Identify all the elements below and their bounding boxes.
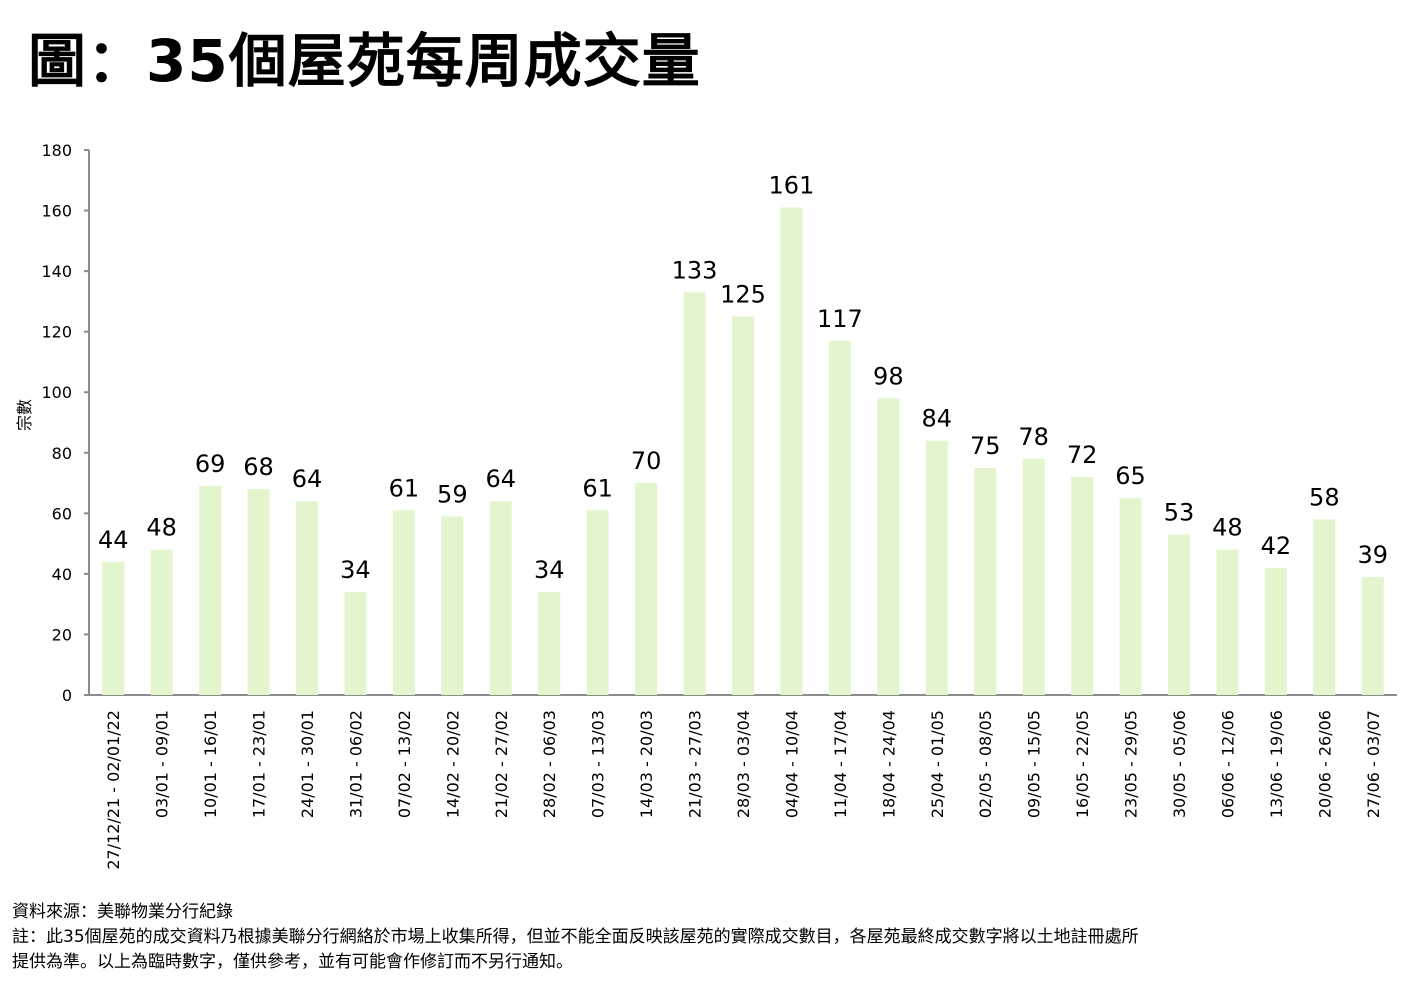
y-tick-label: 60 <box>52 504 72 523</box>
y-tick-label: 0 <box>62 686 72 705</box>
x-tick-label: 27/12/21 - 02/01/22 <box>104 710 123 870</box>
y-tick-label: 120 <box>41 323 72 342</box>
x-tick-label: 18/04 - 24/04 <box>879 710 898 818</box>
data-label: 34 <box>340 556 371 584</box>
x-tick-label: 28/02 - 06/03 <box>540 710 559 818</box>
data-label: 53 <box>1164 499 1195 527</box>
bar <box>635 483 658 695</box>
data-label: 48 <box>146 514 177 542</box>
bar-chart: 0 20 40 60 80 100 120 140 160 180 宗數 44 27/12/21 - 0… <box>15 141 1397 870</box>
bar <box>296 501 318 695</box>
x-tick-label: 09/05 - 15/05 <box>1025 710 1044 818</box>
x-tick-label: 16/05 - 22/05 <box>1073 710 1092 818</box>
data-label: 34 <box>534 556 565 584</box>
y-axis-label: 宗數 <box>15 399 34 431</box>
data-label: 61 <box>389 474 420 502</box>
data-label: 39 <box>1358 541 1389 569</box>
bar <box>538 592 561 695</box>
data-label: 61 <box>582 474 613 502</box>
y-tick-label: 40 <box>52 565 72 584</box>
x-tick-label: 07/02 - 13/02 <box>395 710 414 818</box>
x-tick-label: 28/03 - 03/04 <box>734 710 753 818</box>
bar <box>683 292 706 695</box>
x-tick-label: 30/05 - 05/06 <box>1170 710 1189 818</box>
data-label: 42 <box>1261 532 1292 560</box>
x-tick-label: 24/01 - 30/01 <box>298 710 317 818</box>
data-label: 84 <box>922 405 953 433</box>
x-tick-label: 21/03 - 27/03 <box>686 710 705 818</box>
bar <box>1168 534 1190 695</box>
source-note: 資料來源：美聯物業分行紀錄 <box>12 902 233 922</box>
x-tick-label: 10/01 - 16/01 <box>201 710 220 818</box>
bar <box>1216 549 1239 695</box>
x-tick-label: 06/06 - 12/06 <box>1218 710 1237 818</box>
bar <box>1361 576 1384 695</box>
bar <box>199 486 222 695</box>
chart-title: 圖：35個屋苑每周成交量 <box>28 27 701 95</box>
disclaimer-line-1: 註：此35個屋苑的成交資料乃根據美聯分行網絡於市場上收集所得，但並不能全面反映該… <box>12 927 1139 947</box>
data-label: 64 <box>486 465 517 493</box>
x-tick-label: 17/01 - 23/01 <box>250 710 269 818</box>
data-label: 133 <box>672 256 718 284</box>
x-tick-label: 14/02 - 20/02 <box>443 710 462 818</box>
x-tick-label: 04/04 - 10/04 <box>782 710 801 818</box>
bar <box>1313 519 1336 695</box>
bar <box>344 592 367 695</box>
bar <box>1119 498 1142 695</box>
data-label: 125 <box>720 281 766 309</box>
data-label: 117 <box>817 305 863 333</box>
x-tick-label: 14/03 - 20/03 <box>637 710 656 818</box>
bar <box>1264 567 1287 695</box>
data-label: 69 <box>195 450 226 478</box>
bar <box>925 440 948 695</box>
x-tick-label: 23/05 - 29/05 <box>1122 710 1141 818</box>
disclaimer-line-2: 提供為準。以上為臨時數字，僅供參考，並有可能會作修訂而不另行通知。 <box>12 952 573 972</box>
y-tick-label: 80 <box>52 444 72 463</box>
bar <box>392 510 415 695</box>
data-label: 64 <box>292 465 323 493</box>
bar <box>150 549 173 695</box>
data-label: 161 <box>769 172 815 200</box>
x-tick-label: 27/06 - 03/07 <box>1364 710 1383 818</box>
data-label: 48 <box>1212 514 1243 542</box>
x-tick-label: 21/02 - 27/02 <box>492 710 511 818</box>
x-tick-label: 25/04 - 01/05 <box>928 710 947 818</box>
bar <box>828 340 851 695</box>
x-tick-label: 03/01 - 09/01 <box>153 710 172 818</box>
x-tick-label: 31/01 - 06/02 <box>346 710 365 818</box>
y-tick-label: 140 <box>41 262 72 281</box>
y-tick-label: 100 <box>41 383 72 402</box>
bar <box>586 510 609 695</box>
x-tick-label: 11/04 - 17/04 <box>831 710 850 818</box>
data-label: 65 <box>1115 462 1146 490</box>
data-label: 78 <box>1018 423 1049 451</box>
data-label: 58 <box>1309 483 1340 511</box>
data-label: 68 <box>243 453 274 481</box>
x-tick-label: 07/03 - 13/03 <box>589 710 608 818</box>
bar <box>877 398 900 695</box>
bar <box>247 489 270 695</box>
bar <box>489 501 512 695</box>
bar <box>1022 458 1045 695</box>
x-tick-label: 13/06 - 19/06 <box>1267 710 1286 818</box>
bar <box>780 207 803 695</box>
data-label: 72 <box>1067 441 1098 469</box>
y-tick-label: 180 <box>41 141 72 160</box>
bar <box>974 467 997 695</box>
y-tick-label: 20 <box>52 625 72 644</box>
y-tick-label: 160 <box>41 202 72 221</box>
bar <box>1071 477 1094 695</box>
bar <box>441 516 464 695</box>
data-label: 44 <box>98 526 129 554</box>
bar <box>732 316 754 695</box>
data-label: 70 <box>631 447 662 475</box>
data-label: 98 <box>873 362 904 390</box>
data-label: 59 <box>437 480 468 508</box>
bar <box>102 561 125 695</box>
x-tick-label: 20/06 - 26/06 <box>1315 710 1334 818</box>
x-tick-label: 02/05 - 08/05 <box>976 710 995 818</box>
data-label: 75 <box>970 432 1001 460</box>
